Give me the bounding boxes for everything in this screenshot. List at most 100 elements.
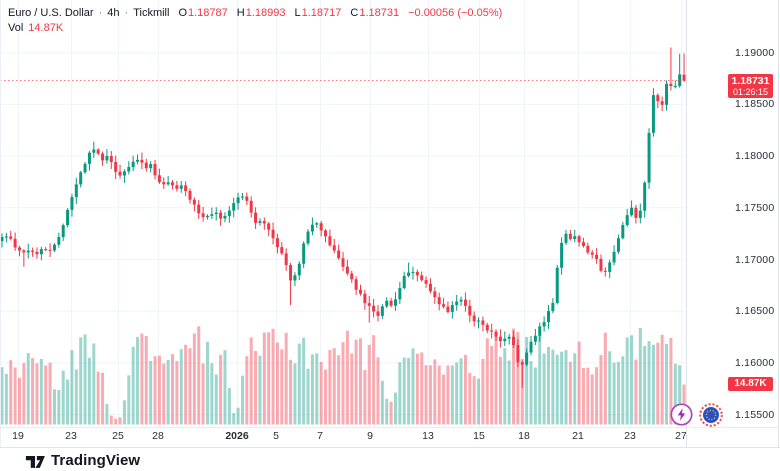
candle-body <box>122 171 126 176</box>
volume-bar <box>398 362 402 425</box>
candle-body <box>254 212 258 223</box>
time-tick-label: 23 <box>624 430 636 442</box>
volume-bar <box>149 360 153 425</box>
close-readout: C1.18731 <box>350 7 400 19</box>
candle-body <box>293 275 297 281</box>
candle-body <box>57 237 61 245</box>
volume-bar <box>442 374 446 425</box>
candle-body <box>402 275 406 289</box>
low-readout: L1.18717 <box>294 7 342 19</box>
candle-body <box>660 101 664 105</box>
volume-bar <box>188 348 192 425</box>
volume-bar <box>560 351 564 425</box>
volume-bar <box>385 398 389 425</box>
volume-bar <box>525 336 529 425</box>
volume-bar <box>345 330 349 425</box>
volume-bar <box>455 362 459 425</box>
time-axis-separator <box>0 427 779 428</box>
chart-canvas[interactable] <box>0 0 687 427</box>
volume-label[interactable]: Vol <box>8 22 24 34</box>
candle-body <box>26 250 30 253</box>
volume-bar <box>603 332 607 425</box>
volume-bar <box>4 373 8 425</box>
candle-body <box>22 250 26 253</box>
price-tick-label: 1.15500 <box>735 408 775 421</box>
volume-bar <box>634 359 638 425</box>
symbol-title[interactable]: Euro / U.S. Dollar <box>8 7 94 19</box>
volume-bar <box>630 335 634 425</box>
separator-dot: · <box>124 7 129 19</box>
open-value: 1.18787 <box>188 7 228 19</box>
candle-body <box>267 223 271 230</box>
time-axis[interactable]: 19 23 25 28 2026 5 7 9 13 15 18 21 23 27 <box>0 428 687 447</box>
candle-body <box>656 95 660 102</box>
volume-bar <box>612 362 616 425</box>
candle-body <box>603 270 607 272</box>
candle-body <box>280 247 284 254</box>
volume-bar <box>214 374 218 425</box>
candle-body <box>79 172 83 185</box>
volume-bar <box>44 365 48 425</box>
candle-body <box>297 263 301 276</box>
tradingview-brand[interactable]: TradingView <box>25 452 140 471</box>
candle-body <box>398 288 402 300</box>
volume-bar <box>284 332 288 425</box>
candle-body <box>149 164 153 169</box>
interval-value[interactable]: 4h <box>107 7 120 19</box>
volume-bar <box>153 356 157 425</box>
candle-body <box>127 167 131 172</box>
volume-bar <box>205 341 209 425</box>
high-value: 1.18993 <box>245 7 286 19</box>
candle-body <box>44 249 48 251</box>
volume-bar <box>92 343 96 425</box>
candle-body <box>568 233 572 240</box>
candle-body <box>144 162 148 169</box>
candle-body <box>337 250 341 259</box>
volume-bar <box>70 350 74 425</box>
broker-name[interactable]: Tickmill <box>133 7 170 19</box>
candle-body <box>647 132 651 183</box>
volume-bar <box>424 365 428 425</box>
price-tick-label: 1.18000 <box>735 150 775 163</box>
volume-bar <box>275 342 279 425</box>
candle-body <box>512 336 516 346</box>
volume-bar <box>35 363 39 425</box>
volume-bar <box>564 350 568 425</box>
volume-bar <box>354 339 358 425</box>
last-price-badge: 1.18731 01:26:15 <box>728 73 773 98</box>
open-readout: O1.18787 <box>178 7 228 19</box>
candle-body <box>516 345 520 363</box>
volume-bar <box>665 343 669 425</box>
candle-body <box>52 244 56 251</box>
volume-bar <box>376 357 380 425</box>
volume-bar <box>380 380 384 425</box>
volume-bar <box>551 349 555 425</box>
candle-body <box>205 215 209 218</box>
volume-bar <box>79 337 83 425</box>
candle-body <box>214 212 218 215</box>
candle-body <box>651 95 655 133</box>
candle-body <box>682 74 686 81</box>
change-value: −0.00056 (−0.05%) <box>408 7 503 19</box>
volume-bar <box>236 407 240 425</box>
candle-body <box>372 305 376 312</box>
price-tick-label: 1.17500 <box>735 201 775 214</box>
candle-body <box>223 216 227 219</box>
volume-bar <box>48 362 52 425</box>
volume-bar <box>472 376 476 425</box>
price-axis[interactable]: 1.18731 01:26:15 14.87K 1.19000 1.18500 1.… <box>687 0 780 427</box>
volume-bar <box>271 328 275 425</box>
widget-left-border <box>0 0 1 447</box>
volume-bar <box>324 369 328 425</box>
volume-bar <box>350 353 354 425</box>
volume-bar <box>131 346 135 425</box>
candle-body <box>345 266 349 274</box>
candle-body <box>157 175 161 183</box>
instant-trading-button[interactable] <box>670 403 693 431</box>
candle-body <box>643 182 647 211</box>
volume-bar <box>555 354 559 425</box>
volume-bar <box>101 372 105 425</box>
candle-body <box>175 185 179 189</box>
volume-bar <box>0 367 4 425</box>
volume-bar <box>162 363 166 425</box>
